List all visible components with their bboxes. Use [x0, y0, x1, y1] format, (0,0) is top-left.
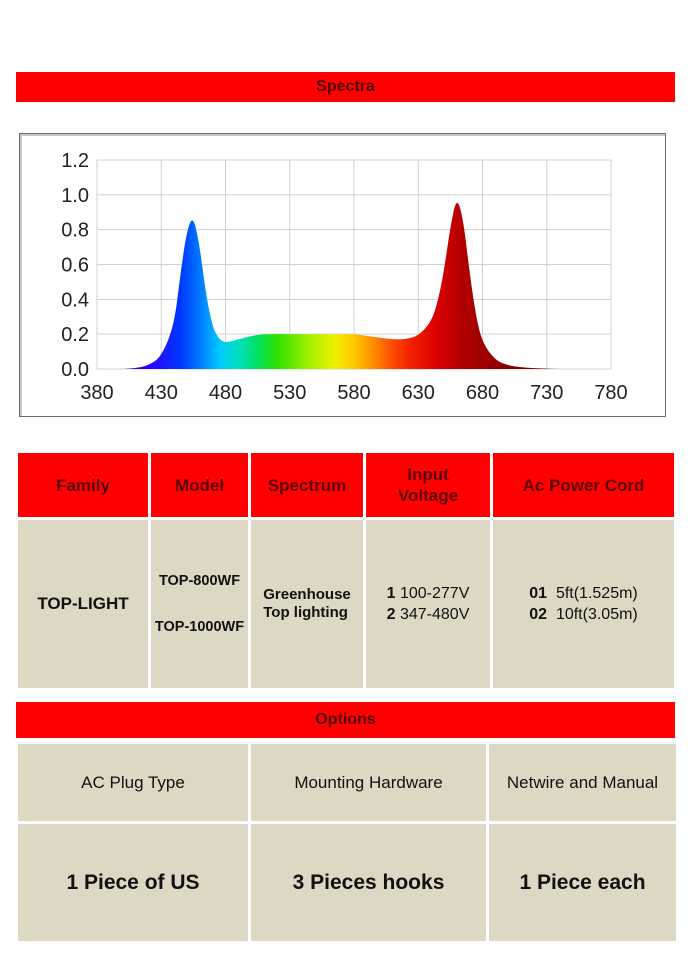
x-tick-label: 630	[402, 382, 435, 404]
y-tick-label: 1.2	[61, 150, 89, 172]
power-cord-value: 5ft(1.525m)	[555, 585, 638, 602]
header-model: Model	[151, 453, 248, 517]
voltage-code: 1	[386, 585, 396, 602]
power-cord-code: 01	[529, 585, 548, 602]
x-tick-label: 380	[80, 382, 113, 404]
spec-table-header-row: Family Model Spectrum Input Voltage Ac P…	[18, 453, 674, 517]
spec-table: Family Model Spectrum Input Voltage Ac P…	[15, 450, 677, 691]
power-cord-cell: 01 5ft(1.525m) 02 10ft(3.05m)	[493, 520, 674, 688]
voltage-value: 347-480V	[399, 606, 470, 623]
spectrum-area	[122, 202, 560, 369]
power-cord-option: 01 5ft(1.525m)	[529, 583, 638, 604]
option-label: Netwire and Manual	[489, 744, 676, 821]
model-item: TOP-800WF	[158, 573, 241, 589]
option-value: 1 Piece of US	[18, 824, 248, 941]
spectrum-chart: 0.0 0.2 0.4 0.6 0.8 1.0 1.2 380 430 480 530 580 630 6…	[19, 133, 666, 417]
voltage-value: 100-277V	[399, 585, 470, 602]
y-tick-label: 0.6	[61, 255, 89, 277]
spec-table-row: TOP-LIGHT TOP-800WF TOP-1000WF Greenhous…	[18, 520, 674, 688]
voltage-option: 1 100-277V	[387, 583, 470, 604]
option-value: 3 Pieces hooks	[251, 824, 486, 941]
power-cord-value: 10ft(3.05m)	[555, 606, 638, 623]
spectrum-value: Greenhouse Top lighting	[263, 586, 351, 621]
header-family: Family	[18, 453, 148, 517]
spectrum-chart-svg: 0.0 0.2 0.4 0.6 0.8 1.0 1.2 380 430 480 530 580 630 6…	[61, 150, 628, 404]
model-item: TOP-1000WF	[154, 619, 245, 635]
family-cell: TOP-LIGHT	[18, 520, 148, 688]
option-label: Mounting Hardware	[251, 744, 486, 821]
y-tick-label: 0.8	[61, 220, 89, 242]
option-label: AC Plug Type	[18, 744, 248, 821]
header-ac-power-cord: Ac Power Cord	[493, 453, 674, 517]
voltage-option: 2 347-480V	[387, 604, 470, 625]
model-cell: TOP-800WF TOP-1000WF	[151, 520, 248, 688]
spectrum-cell: Greenhouse Top lighting	[251, 520, 363, 688]
options-section-title: Options	[16, 702, 675, 738]
y-tick-label: 0.2	[61, 324, 89, 346]
y-tick-label: 1.0	[61, 185, 89, 207]
header-input-voltage: Input Voltage	[366, 453, 490, 517]
options-table: AC Plug Type Mounting Hardware Netwire a…	[15, 741, 679, 944]
y-tick-label: 0.0	[61, 359, 89, 381]
x-tick-label: 530	[273, 382, 306, 404]
options-label-row: AC Plug Type Mounting Hardware Netwire a…	[18, 744, 676, 821]
y-tick-label: 0.4	[61, 289, 89, 311]
spectra-section-title: Spectra	[16, 72, 675, 102]
power-cord-code: 02	[529, 606, 548, 623]
x-tick-label: 480	[209, 382, 242, 404]
power-cord-option: 02 10ft(3.05m)	[529, 604, 638, 625]
option-value: 1 Piece each	[489, 824, 676, 941]
family-value: TOP-LIGHT	[37, 594, 129, 613]
voltage-code: 2	[386, 606, 396, 623]
x-tick-label: 430	[145, 382, 178, 404]
x-tick-label: 780	[594, 382, 627, 404]
input-voltage-cell: 1 100-277V 2 347-480V	[366, 520, 490, 688]
header-spectrum: Spectrum	[251, 453, 363, 517]
options-value-row: 1 Piece of US 3 Pieces hooks 1 Piece eac…	[18, 824, 676, 941]
x-tick-label: 580	[337, 382, 370, 404]
x-tick-label: 680	[466, 382, 499, 404]
x-tick-label: 730	[530, 382, 563, 404]
